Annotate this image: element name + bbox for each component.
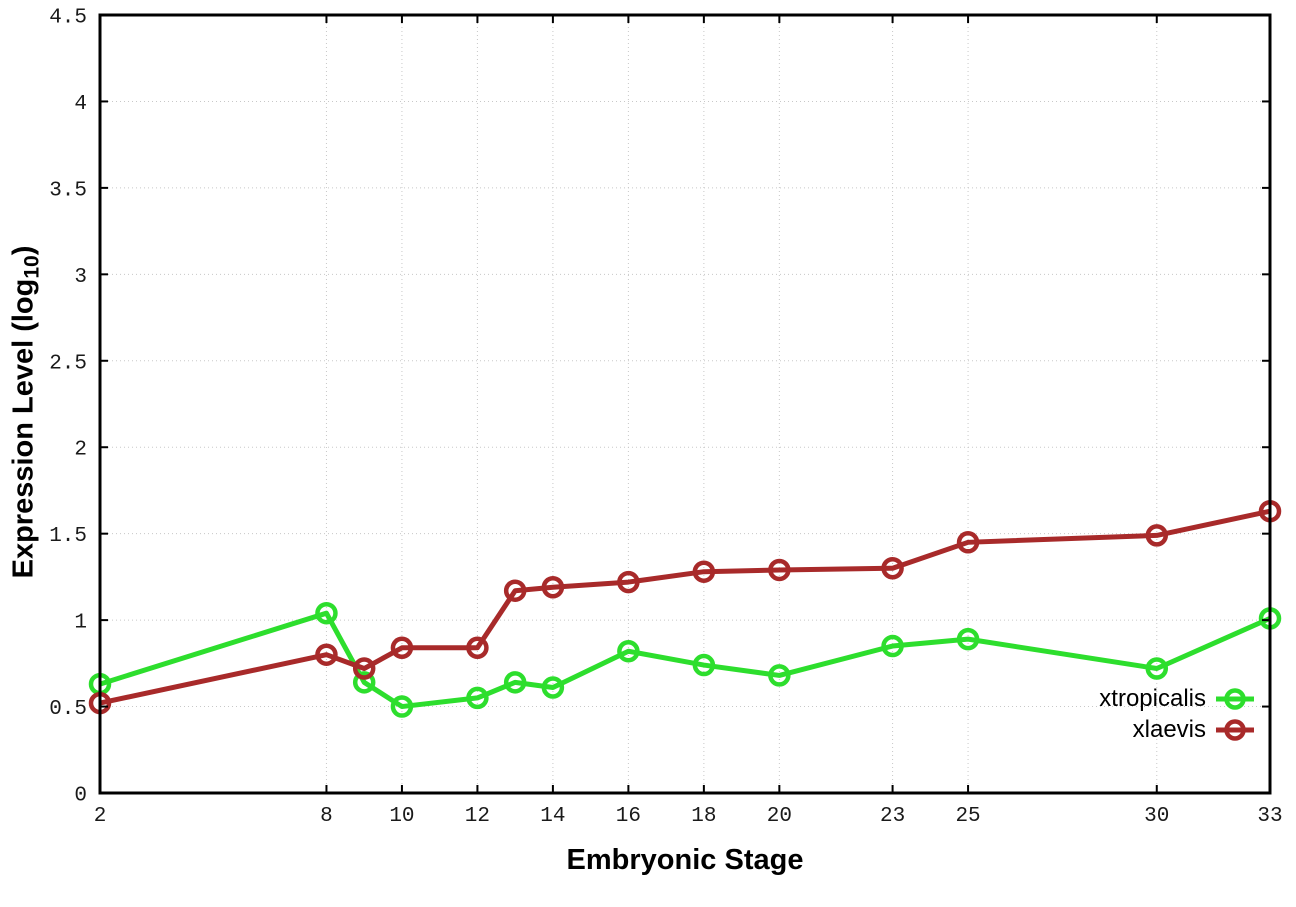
data-point-xlaevis [503, 579, 527, 602]
legend: xtropicalis xlaevis [1099, 683, 1255, 745]
x-tick-label: 30 [1144, 805, 1169, 828]
axes [98, 13, 1272, 795]
data-point-xlaevis [881, 556, 904, 580]
x-tick-label: 2 [94, 805, 107, 828]
y-tick-label: 2.5 [49, 352, 87, 375]
y-tick-label: 0 [74, 785, 87, 808]
data-point-xlaevis [352, 657, 376, 680]
x-tick-label: 20 [767, 805, 792, 828]
x-tick-label: 18 [691, 805, 716, 828]
data-point-xlaevis [390, 636, 414, 660]
y-tick-label: 2 [74, 439, 87, 462]
x-tick-label: 16 [616, 805, 641, 828]
data-point-xtropicalis [881, 634, 904, 658]
data-point-xlaevis [1145, 524, 1169, 547]
data-point-xtropicalis [390, 695, 414, 718]
data-point-xtropicalis [768, 664, 791, 687]
x-tick-label: 23 [880, 805, 905, 828]
gridlines [99, 14, 1271, 794]
data-point-xlaevis [768, 558, 791, 582]
data-point-xtropicalis [956, 627, 980, 651]
y-tick-label: 4 [74, 93, 87, 116]
data-point-xtropicalis [466, 686, 489, 710]
legend-item-xtropicalis: xtropicalis [1099, 683, 1255, 714]
y-tick-label: 1 [74, 612, 87, 635]
y-axis-title-subscript: 10 [20, 255, 44, 279]
data-point-xtropicalis [541, 676, 565, 699]
y-tick-label: 3.5 [49, 179, 87, 202]
legend-item-xlaevis: xlaevis [1099, 714, 1255, 745]
y-tick-label: 4.5 [49, 7, 87, 30]
y-axis-title: Expression Level (log10) [8, 246, 45, 579]
data-point-xtropicalis [617, 639, 640, 663]
data-point-xtropicalis [1145, 657, 1169, 680]
data-point-xlaevis [315, 643, 338, 666]
series-line-xlaevis [99, 508, 1271, 706]
series-line-xtropicalis [99, 610, 1272, 710]
legend-sample-line-circle-icon [1216, 718, 1254, 741]
legend-label-xtropicalis: xtropicalis [1099, 685, 1206, 712]
x-tick-label: 12 [465, 805, 490, 828]
data-point-xlaevis [466, 636, 489, 660]
y-tick-labels: 0 0.5 1 1.5 2 2.5 3 3.5 4 4.5 [49, 7, 87, 808]
data-point-xtropicalis [352, 671, 376, 694]
data-point-xlaevis [541, 576, 565, 599]
x-tick-label: 14 [540, 805, 565, 828]
y-tick-label: 1.5 [49, 525, 87, 548]
x-tick-label: 25 [955, 805, 980, 828]
legend-label-xlaevis: xlaevis [1132, 716, 1206, 743]
y-axis-title-text: Expression Level (log [7, 278, 40, 579]
y-axis-title-suffix: ) [7, 245, 40, 256]
data-point-xtropicalis [315, 601, 338, 625]
x-tick-label: 8 [320, 805, 333, 828]
x-tick-label: 33 [1257, 805, 1282, 828]
data-point-xlaevis [956, 531, 980, 554]
x-axis-title: Embryonic Stage [566, 844, 804, 876]
y-tick-label: 0.5 [49, 698, 87, 721]
data-point-xlaevis [617, 570, 640, 594]
x-tick-labels: 2 8 10 12 14 16 18 20 23 25 30 33 [94, 805, 1283, 828]
data-point-xlaevis [692, 560, 716, 583]
x-tick-label: 10 [389, 805, 414, 828]
data-point-xtropicalis [503, 671, 527, 694]
y-tick-label: 3 [74, 266, 87, 289]
data-point-xtropicalis [692, 653, 716, 677]
legend-sample-line-circle-icon [1216, 687, 1254, 710]
